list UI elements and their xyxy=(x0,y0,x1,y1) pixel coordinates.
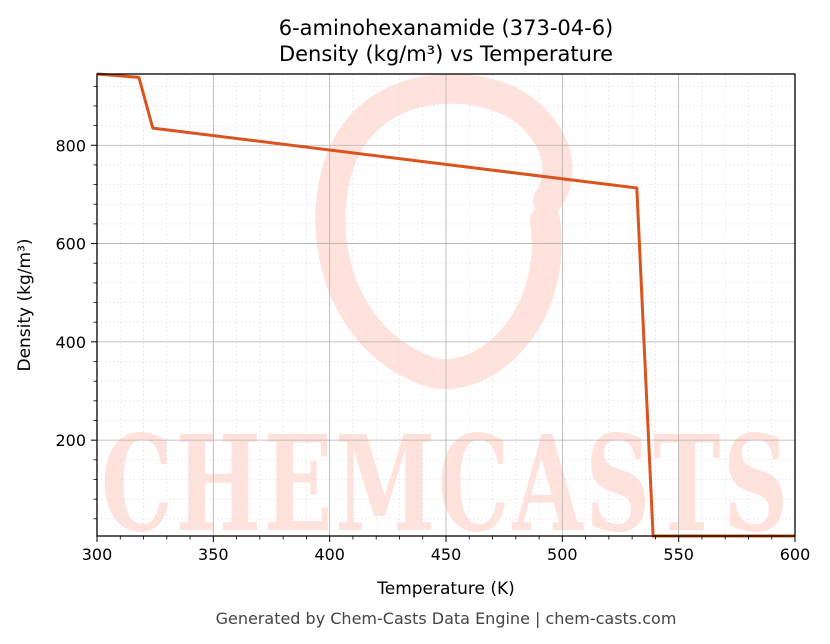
x-tick-label: 550 xyxy=(663,545,694,564)
x-tick-label: 450 xyxy=(431,545,462,564)
major-grid xyxy=(97,74,795,536)
y-axis-label: Density (kg/m³) xyxy=(15,238,35,371)
y-tick-label: 800 xyxy=(55,136,86,155)
y-axis-ticks: 200 400 600 800 xyxy=(55,85,97,520)
x-tick-label: 500 xyxy=(547,545,578,564)
x-tick-label: 600 xyxy=(780,545,811,564)
chart-subtitle: Density (kg/m³) vs Temperature xyxy=(279,42,613,66)
x-axis-ticks: 300 350 400 450 500 550 600 xyxy=(82,536,811,564)
watermark-swirl xyxy=(315,73,573,389)
x-tick-label: 400 xyxy=(314,545,345,564)
x-tick-label: 300 xyxy=(82,545,113,564)
chart-title: 6-aminohexanamide (373-04-6) xyxy=(279,16,614,40)
x-tick-label: 350 xyxy=(198,545,229,564)
y-tick-label: 200 xyxy=(55,431,86,450)
footer-credit: Generated by Chem-Casts Data Engine | ch… xyxy=(216,609,677,628)
y-tick-label: 400 xyxy=(55,333,86,352)
y-tick-label: 600 xyxy=(55,235,86,254)
x-axis-label: Temperature (K) xyxy=(376,579,515,599)
